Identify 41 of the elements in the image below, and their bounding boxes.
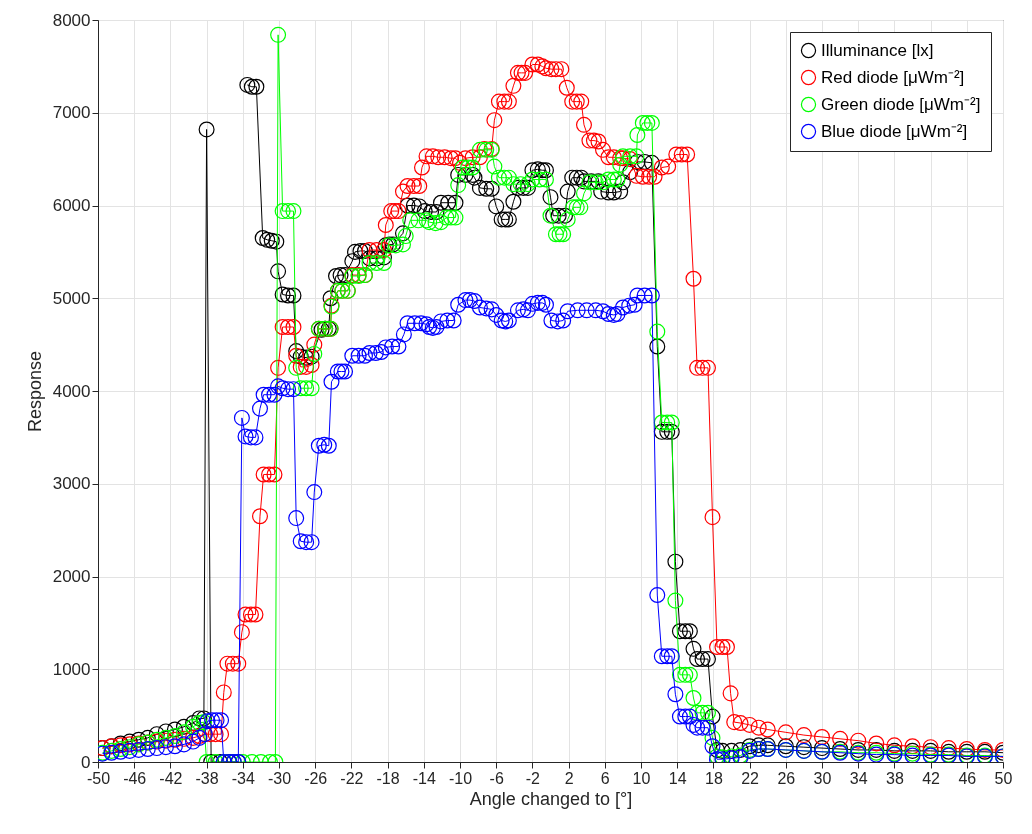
x-tick-label: -50	[86, 769, 111, 787]
x-tick-label: -46	[123, 769, 147, 787]
y-tick-label: 4000	[52, 381, 91, 401]
x-tick-label: -34	[231, 769, 255, 787]
x-tick-label: 50	[994, 769, 1013, 787]
x-tick-label: 14	[668, 769, 687, 787]
x-tick-label: 18	[705, 769, 723, 787]
x-tick-label: -10	[448, 769, 473, 787]
legend-label: Illuminance [lx]	[821, 40, 934, 60]
x-tick-label: 26	[777, 769, 796, 787]
x-tick-label: -2	[525, 769, 541, 787]
y-tick-label: 3000	[52, 474, 91, 494]
x-tick-label: 2	[564, 769, 574, 787]
y-axis-title: Response	[24, 350, 45, 433]
x-tick-label: -6	[489, 769, 504, 787]
legend-label: Green diode [μWm⁻²]	[821, 94, 981, 114]
x-tick-label: 38	[886, 769, 904, 787]
y-tick-label: 2000	[52, 567, 91, 586]
x-tick-label: 6	[600, 769, 610, 787]
x-tick-label: -42	[159, 769, 183, 787]
y-tick-label: 1000	[52, 659, 91, 679]
x-tick-label: -18	[376, 769, 400, 787]
y-tick-label: 7000	[52, 103, 91, 123]
legend-label: Blue diode [μWm⁻²]	[821, 121, 968, 141]
x-axis-title: Angle changed to [°]	[469, 788, 633, 809]
x-tick-label: 46	[958, 769, 977, 787]
x-tick-label: 42	[922, 769, 941, 787]
x-tick-label: 22	[741, 769, 760, 787]
y-tick-label: 6000	[52, 196, 91, 215]
y-tick-label: 0	[81, 752, 91, 772]
x-tick-label: -38	[195, 769, 219, 787]
y-tick-label: 8000	[52, 10, 91, 30]
x-tick-label: 30	[813, 769, 832, 787]
y-tick-label: 5000	[52, 288, 91, 308]
x-tick-label: -26	[304, 769, 328, 787]
x-tick-label: -22	[340, 769, 364, 787]
x-tick-label: -30	[267, 769, 292, 787]
legend-label: Red diode [μWm⁻²]	[821, 67, 965, 87]
x-tick-label: 34	[849, 769, 868, 787]
x-tick-label: -14	[412, 769, 436, 787]
x-tick-label: 10	[632, 769, 651, 787]
